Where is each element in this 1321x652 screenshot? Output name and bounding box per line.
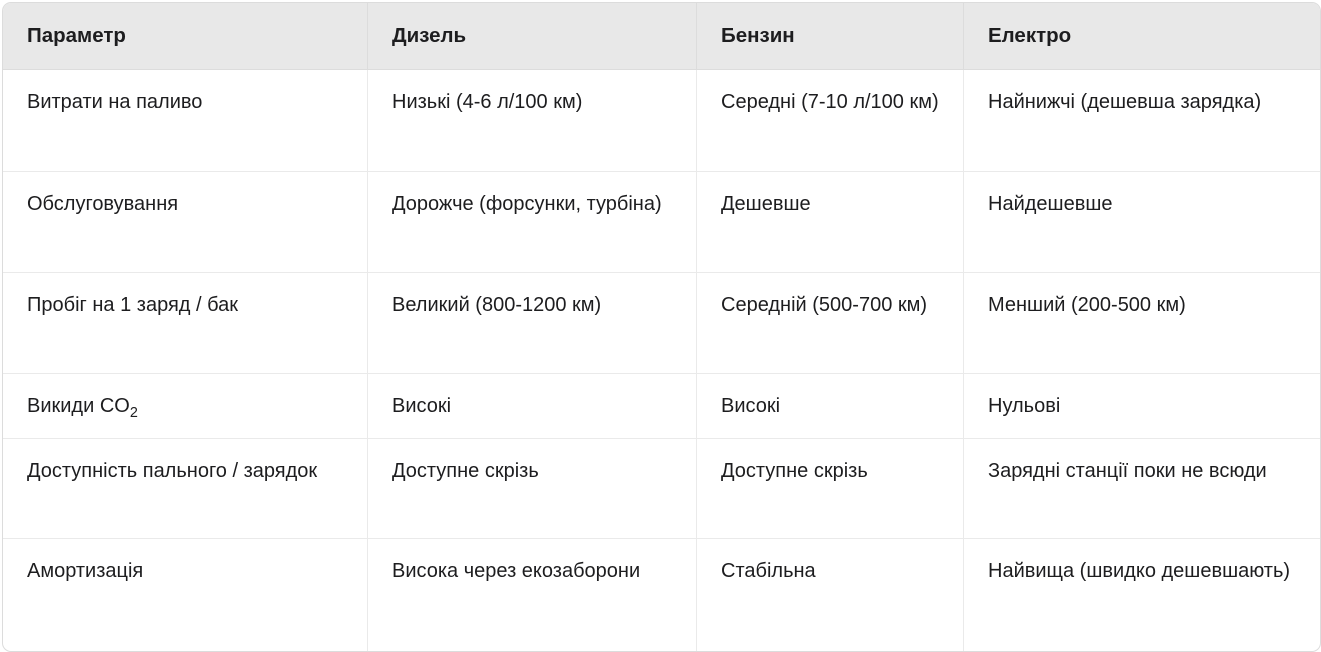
table-row: Доступність пального / зарядок Доступне …: [3, 439, 1320, 540]
cell-electric: Зарядні станції поки не всюди: [964, 439, 1320, 540]
cell-electric: Найнижчі (дешевша зарядка): [964, 70, 1320, 172]
table-row: Обслуговування Дорожче (форсунки, турбін…: [3, 171, 1320, 273]
table-row: Пробіг на 1 заряд / бак Великий (800-120…: [3, 272, 1320, 374]
cell-petrol: Середній (500-700 км): [697, 272, 964, 374]
cell-parameter: Пробіг на 1 заряд / бак: [3, 272, 368, 374]
table-header: Параметр Дизель Бензин Електро: [3, 3, 1320, 70]
column-header-petrol[interactable]: Бензин: [697, 3, 964, 70]
cell-electric: Менший (200-500 км): [964, 273, 1320, 374]
cell-diesel: Дорожче (форсунки, турбіна): [368, 171, 697, 273]
header-row: Параметр Дизель Бензин Електро: [3, 3, 1320, 70]
column-header-electric[interactable]: Електро: [964, 3, 1320, 70]
co2-subscript: 2: [129, 404, 138, 421]
table-row: Витрати на паливо Низькі (4-6 л/100 км) …: [3, 69, 1320, 172]
table-body: Витрати на паливо Низькі (4-6 л/100 км) …: [3, 69, 1320, 652]
cell-parameter: Доступність пального / зарядок: [3, 439, 368, 540]
cell-diesel: Великий (800-1200 км): [368, 272, 697, 374]
cell-parameter: Обслуговування: [3, 171, 368, 273]
column-header-parameter[interactable]: Параметр: [3, 3, 368, 70]
column-header-diesel[interactable]: Дизель: [368, 3, 697, 70]
cell-petrol: Стабільна: [697, 539, 964, 652]
cell-parameter: Амортизація: [3, 539, 368, 652]
cell-parameter-co2: Викиди CO2: [3, 373, 368, 440]
table-row: Амортизація Висока через екозаборони Ста…: [3, 539, 1320, 652]
table-row: Викиди CO2 Високі Високі Нульові: [3, 373, 1320, 440]
cell-petrol: Середні (7-10 л/100 км): [697, 69, 964, 172]
cell-diesel: Доступне скрізь: [368, 439, 697, 540]
cell-electric: Найдешевше: [964, 172, 1320, 273]
cell-petrol: Доступне скрізь: [697, 439, 964, 540]
cell-diesel: Високі: [368, 373, 697, 440]
cell-petrol: Високі: [697, 373, 964, 440]
co2-label-prefix: Викиди CO: [27, 394, 130, 417]
cell-diesel: Низькі (4-6 л/100 км): [368, 69, 697, 172]
cell-petrol: Дешевше: [697, 171, 964, 273]
cell-diesel: Висока через екозаборони: [368, 539, 697, 652]
cell-electric: Найвища (швидко дешевшають): [988, 560, 1291, 583]
cell-parameter: Витрати на паливо: [3, 69, 368, 172]
cell-electric: Нульові: [964, 374, 1320, 440]
